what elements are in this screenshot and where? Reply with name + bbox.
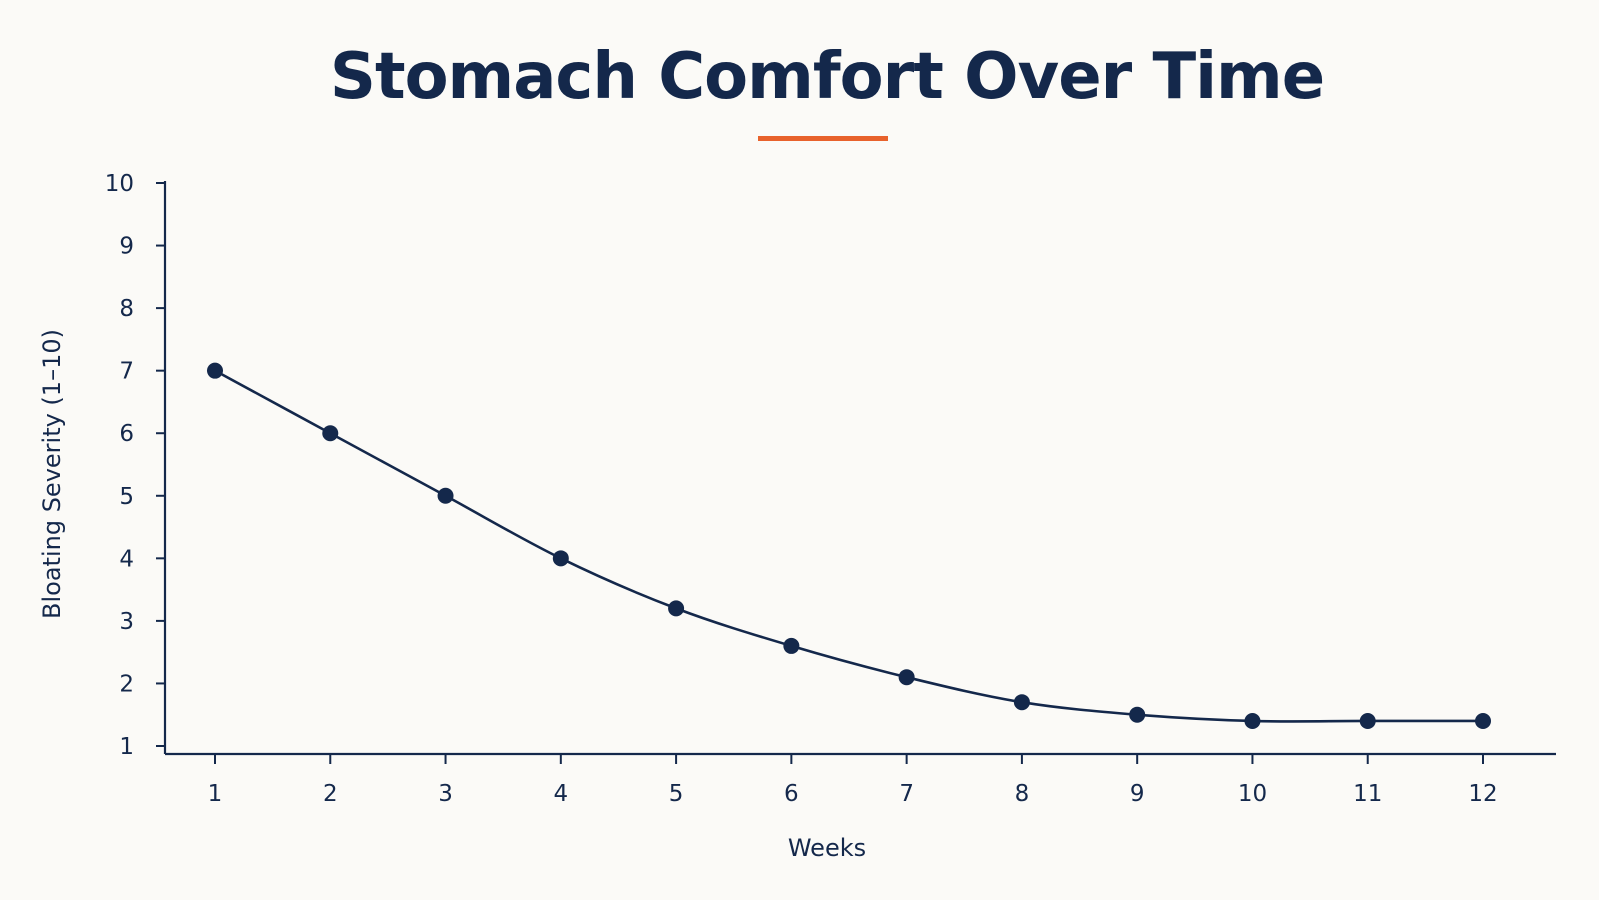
data-point — [322, 425, 339, 442]
y-tick-label: 1 — [119, 734, 134, 760]
title-underline-accent — [758, 136, 888, 141]
series-layer — [207, 362, 1491, 729]
x-tick-label: 8 — [1015, 781, 1030, 807]
y-tick-label: 7 — [119, 359, 134, 385]
data-point — [783, 637, 800, 654]
data-point — [552, 550, 569, 567]
data-point — [207, 362, 223, 379]
data-point — [1359, 712, 1376, 729]
x-tick-label: 3 — [438, 781, 453, 807]
x-tick-label: 2 — [323, 781, 338, 807]
y-axis: 1 2 3 4 5 6 7 8 9 10 — [105, 171, 167, 760]
y-tick-label: 3 — [119, 609, 134, 635]
series-line — [214, 369, 1483, 723]
y-axis-label: Bloating Severity (1–10) — [38, 329, 66, 619]
y-tick-label: 4 — [119, 546, 134, 572]
x-tick-label: 12 — [1468, 781, 1497, 807]
data-point — [1244, 712, 1261, 729]
x-tick-label: 7 — [899, 781, 914, 807]
data-point — [668, 600, 685, 617]
y-tick-label: 10 — [105, 171, 134, 197]
x-axis: 1 2 3 4 5 6 7 8 9 10 11 12 — [165, 752, 1556, 807]
y-tick-label: 5 — [119, 484, 134, 510]
x-tick-label: 9 — [1130, 781, 1145, 807]
x-tick-label: 6 — [784, 781, 799, 807]
y-tick-label: 9 — [119, 234, 134, 260]
y-tick-label: 6 — [119, 421, 134, 447]
data-point — [1013, 694, 1030, 711]
y-tick-label: 8 — [119, 296, 134, 322]
x-tick-label: 1 — [208, 781, 223, 807]
x-tick-label: 11 — [1353, 781, 1382, 807]
data-point — [1129, 706, 1146, 723]
x-axis-label: Weeks — [788, 834, 866, 862]
x-tick-label: 10 — [1238, 781, 1267, 807]
x-tick-label: 4 — [553, 781, 568, 807]
y-tick-label: 2 — [119, 671, 134, 697]
data-point — [898, 669, 915, 686]
data-point — [437, 487, 454, 504]
chart-title: Stomach Comfort Over Time — [330, 40, 1324, 114]
data-point — [1475, 712, 1491, 729]
x-tick-label: 5 — [669, 781, 684, 807]
